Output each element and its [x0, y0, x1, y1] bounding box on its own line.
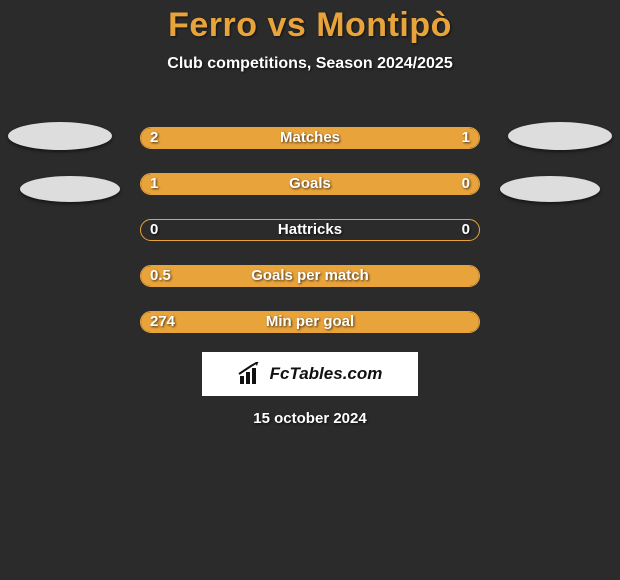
stat-value-left: 1 [150, 173, 158, 195]
stat-bar [140, 219, 480, 241]
stat-row-goals-per-match: 0.5 Goals per match [0, 253, 620, 299]
stat-value-right: 0 [462, 219, 470, 241]
stat-row-min-per-goal: 274 Min per goal [0, 299, 620, 345]
page-title: Ferro vs Montipò [0, 6, 620, 45]
stat-bar-left [141, 128, 366, 148]
stat-row-hattricks: 0 0 Hattricks [0, 207, 620, 253]
comparison-card: Ferro vs Montipò Club competitions, Seas… [0, 0, 620, 580]
stat-row-goals: 1 0 Goals [0, 161, 620, 207]
stat-bar-full [141, 312, 479, 332]
stats-block: 2 1 Matches 1 0 Goals 0 0 Hattricks [0, 115, 620, 345]
brand-label: FcTables.com [270, 364, 383, 384]
subtitle: Club competitions, Season 2024/2025 [0, 55, 620, 73]
stat-value-right: 0 [462, 173, 470, 195]
stat-bar [140, 311, 480, 333]
stat-value-left: 2 [150, 127, 158, 149]
stat-value-right: 1 [462, 127, 470, 149]
stat-bar [140, 173, 480, 195]
stat-value-left: 0 [150, 219, 158, 241]
date-label: 15 october 2024 [0, 410, 620, 427]
stat-bar-full [141, 266, 479, 286]
stat-value-left: 274 [150, 311, 175, 333]
stat-value-left: 0.5 [150, 265, 171, 287]
chart-icon [238, 362, 264, 386]
brand-link[interactable]: FcTables.com [202, 352, 418, 396]
stat-bar [140, 265, 480, 287]
stat-bar-left [141, 174, 405, 194]
stat-bar [140, 127, 480, 149]
stat-row-matches: 2 1 Matches [0, 115, 620, 161]
